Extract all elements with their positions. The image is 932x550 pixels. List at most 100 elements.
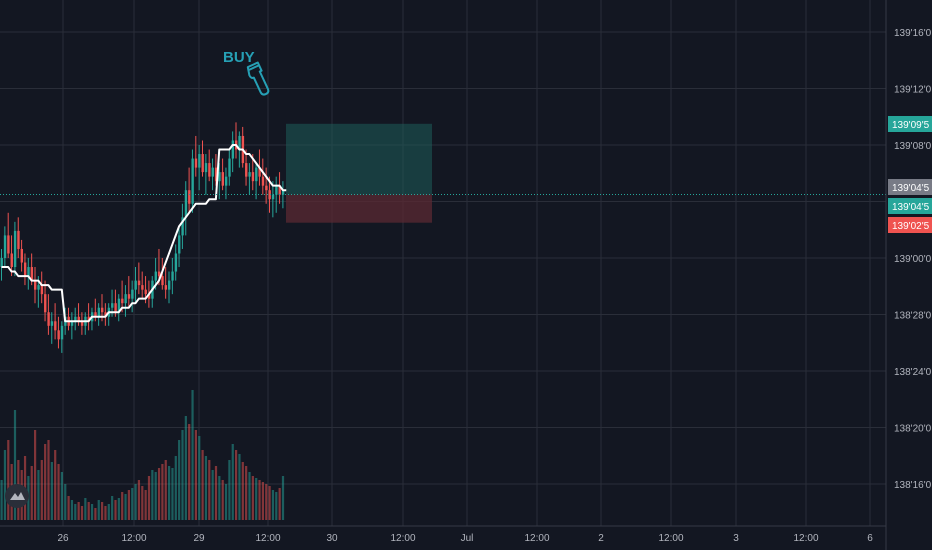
candle-body	[127, 294, 131, 299]
tradingview-logo-icon[interactable]	[5, 484, 29, 508]
volume-bar	[117, 498, 120, 520]
candle-body	[80, 321, 84, 326]
candle-body	[94, 312, 97, 317]
volume-bar	[164, 460, 167, 520]
candle-body	[47, 312, 50, 326]
stop-zone	[286, 194, 432, 223]
volume-bar	[248, 472, 251, 520]
volume-bar	[7, 440, 10, 520]
price-tag-bg	[888, 116, 932, 132]
price-tag-label: 139'04'5	[892, 202, 930, 213]
volume-bar	[40, 460, 43, 520]
x-tick-label: 12:00	[121, 533, 146, 544]
x-tick-label: 29	[193, 533, 205, 544]
y-tick-label: 139'08'0	[894, 141, 932, 152]
candle-body	[238, 135, 241, 150]
candle-body	[17, 230, 20, 249]
volume-bar	[198, 436, 201, 520]
volume-bar	[50, 462, 53, 520]
candle-body	[13, 230, 17, 268]
candle-body	[34, 280, 37, 290]
candle-body	[161, 276, 164, 286]
volume-bar	[30, 466, 33, 520]
candle-body	[228, 158, 231, 177]
candle-body	[251, 172, 255, 182]
volume-bar	[47, 440, 50, 520]
candle-body	[214, 167, 218, 182]
long-position-zones[interactable]	[286, 123, 432, 223]
volume-bar	[271, 490, 275, 520]
candle-body	[3, 235, 7, 258]
volume-bar	[3, 450, 7, 520]
candle-body	[231, 140, 235, 159]
volume-bar	[258, 480, 261, 520]
volume-bar	[80, 506, 84, 520]
volume-bar	[64, 484, 67, 520]
price-tag: 139'02'5	[888, 217, 932, 233]
candle-body	[23, 262, 27, 277]
volume-bar	[201, 450, 204, 520]
candle-body	[141, 285, 144, 290]
price-axis[interactable]: 139'16'0139'12'0139'08'0139'04'0139'00'0…	[885, 0, 932, 550]
volume-bar	[178, 440, 181, 520]
candle-body	[184, 190, 188, 218]
candle-body	[60, 325, 64, 340]
volume-bar	[181, 430, 184, 520]
candle-body	[40, 285, 44, 295]
buy-annotation[interactable]: BUY	[223, 49, 271, 97]
volume-bar	[141, 486, 144, 520]
volume-bar	[54, 450, 57, 520]
candle-body	[134, 280, 137, 290]
candle-body	[255, 167, 258, 182]
volume-bar	[87, 502, 90, 520]
candle-body	[111, 303, 114, 308]
candle-body	[194, 158, 198, 168]
buy-label: BUY	[223, 49, 255, 66]
volume-bar	[171, 468, 174, 520]
volume-bar	[231, 444, 234, 520]
y-tick-label: 138'28'0	[894, 311, 932, 322]
ma-polyline	[1, 144, 287, 323]
candle-body	[10, 253, 13, 268]
y-tick-label: 138'24'0	[894, 367, 932, 378]
candle-body	[278, 185, 281, 195]
pointing-hand-icon	[246, 61, 270, 96]
candle-body	[171, 271, 174, 281]
candle-body	[20, 248, 23, 263]
volume-bar	[208, 460, 211, 520]
price-tag-bg	[888, 179, 932, 195]
candle-body	[30, 267, 34, 281]
candle-body	[164, 285, 168, 290]
candle-body	[275, 185, 278, 195]
volume-bar	[60, 472, 63, 520]
candle-body	[181, 217, 184, 236]
time-axis[interactable]: 26 12:00 29 12:00 30 12:00 Jul 12:00 2 12:00 3 12:0…	[0, 525, 886, 544]
volume-bar	[97, 500, 100, 520]
candlesticks[interactable]	[0, 122, 285, 353]
volume-bar	[70, 500, 74, 520]
volume-bar	[127, 490, 130, 520]
volume-bar	[161, 464, 164, 520]
price-tag-label: 139'02'5	[892, 221, 930, 232]
volume-bar	[101, 502, 104, 520]
volume-bar	[265, 484, 268, 520]
volume-bar	[168, 466, 171, 520]
candle-body	[178, 235, 181, 254]
moving-average-line	[1, 144, 287, 323]
volume-bar	[151, 470, 154, 520]
volume-bar	[221, 480, 224, 520]
candle-body	[121, 298, 124, 304]
candle-body	[137, 280, 141, 286]
volume-bar	[94, 508, 97, 520]
y-tick-label: 138'16'0	[894, 480, 932, 491]
x-tick-label: 12:00	[658, 533, 683, 544]
volume-bar	[147, 476, 151, 520]
candle-body	[218, 172, 221, 182]
volume-bar	[114, 500, 117, 520]
volume-bar	[255, 478, 258, 520]
candle-body	[70, 321, 74, 326]
candle-body	[7, 235, 10, 254]
price-tag: 139'04'5	[888, 179, 932, 195]
volume-bar	[67, 496, 70, 520]
